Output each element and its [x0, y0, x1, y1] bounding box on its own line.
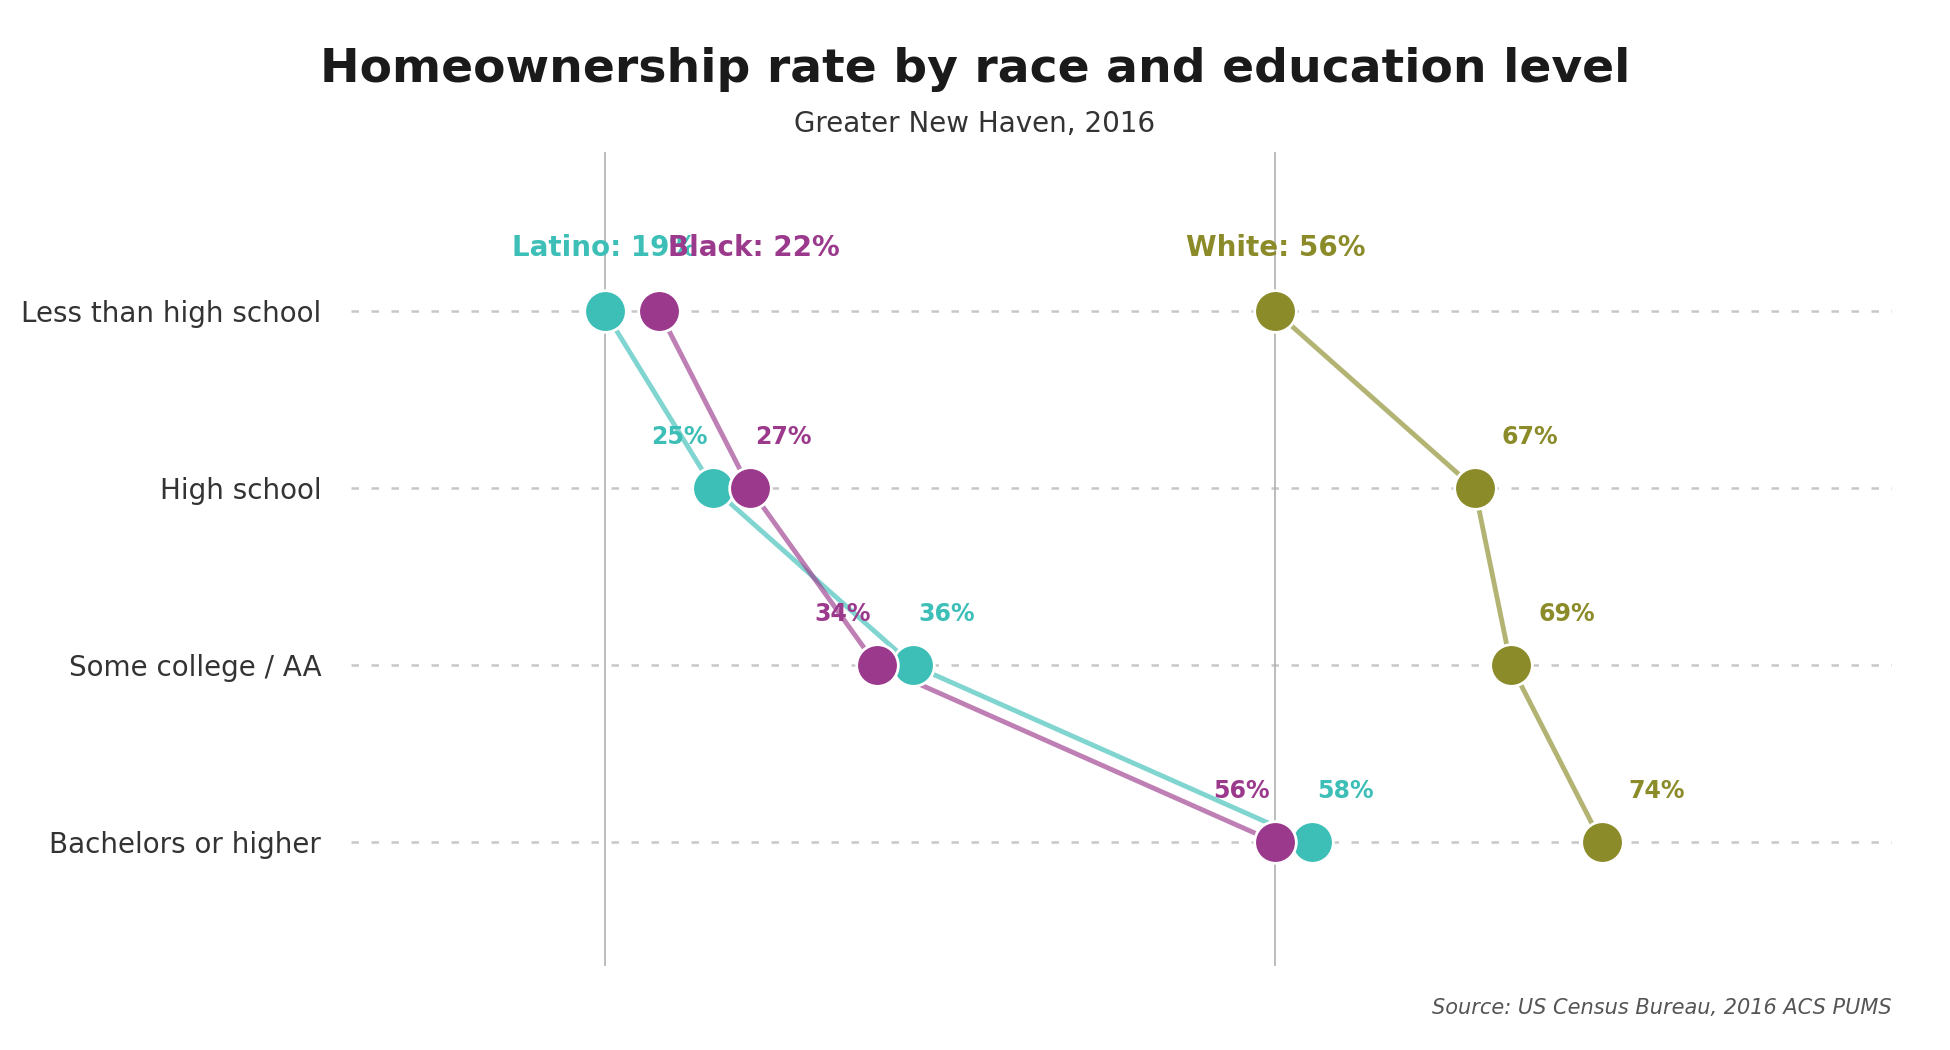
- Text: Source: US Census Bureau, 2016 ACS PUMS: Source: US Census Bureau, 2016 ACS PUMS: [1431, 999, 1892, 1018]
- Text: 36%: 36%: [918, 603, 975, 627]
- Text: 67%: 67%: [1502, 425, 1558, 449]
- Point: [698, 480, 729, 497]
- Text: 58%: 58%: [1316, 779, 1373, 803]
- Text: Greater New Haven, 2016: Greater New Haven, 2016: [794, 110, 1156, 139]
- Text: White: 56%: White: 56%: [1186, 234, 1365, 261]
- Point: [1260, 303, 1291, 320]
- Point: [897, 657, 928, 674]
- Text: 25%: 25%: [651, 425, 708, 449]
- Point: [733, 480, 764, 497]
- Point: [589, 303, 620, 320]
- Text: 56%: 56%: [1213, 779, 1269, 803]
- Point: [1585, 834, 1617, 851]
- Point: [862, 657, 893, 674]
- Text: Homeownership rate by race and education level: Homeownership rate by race and education…: [320, 47, 1630, 92]
- Point: [644, 303, 675, 320]
- Point: [1297, 834, 1328, 851]
- Text: 74%: 74%: [1628, 779, 1685, 803]
- Text: 34%: 34%: [815, 603, 872, 627]
- Text: 27%: 27%: [755, 425, 811, 449]
- Text: Black: 22%: Black: 22%: [669, 234, 840, 261]
- Point: [1260, 834, 1291, 851]
- Point: [1496, 657, 1527, 674]
- Point: [1459, 480, 1490, 497]
- Text: Latino: 19%: Latino: 19%: [513, 234, 698, 261]
- Text: 69%: 69%: [1539, 603, 1595, 627]
